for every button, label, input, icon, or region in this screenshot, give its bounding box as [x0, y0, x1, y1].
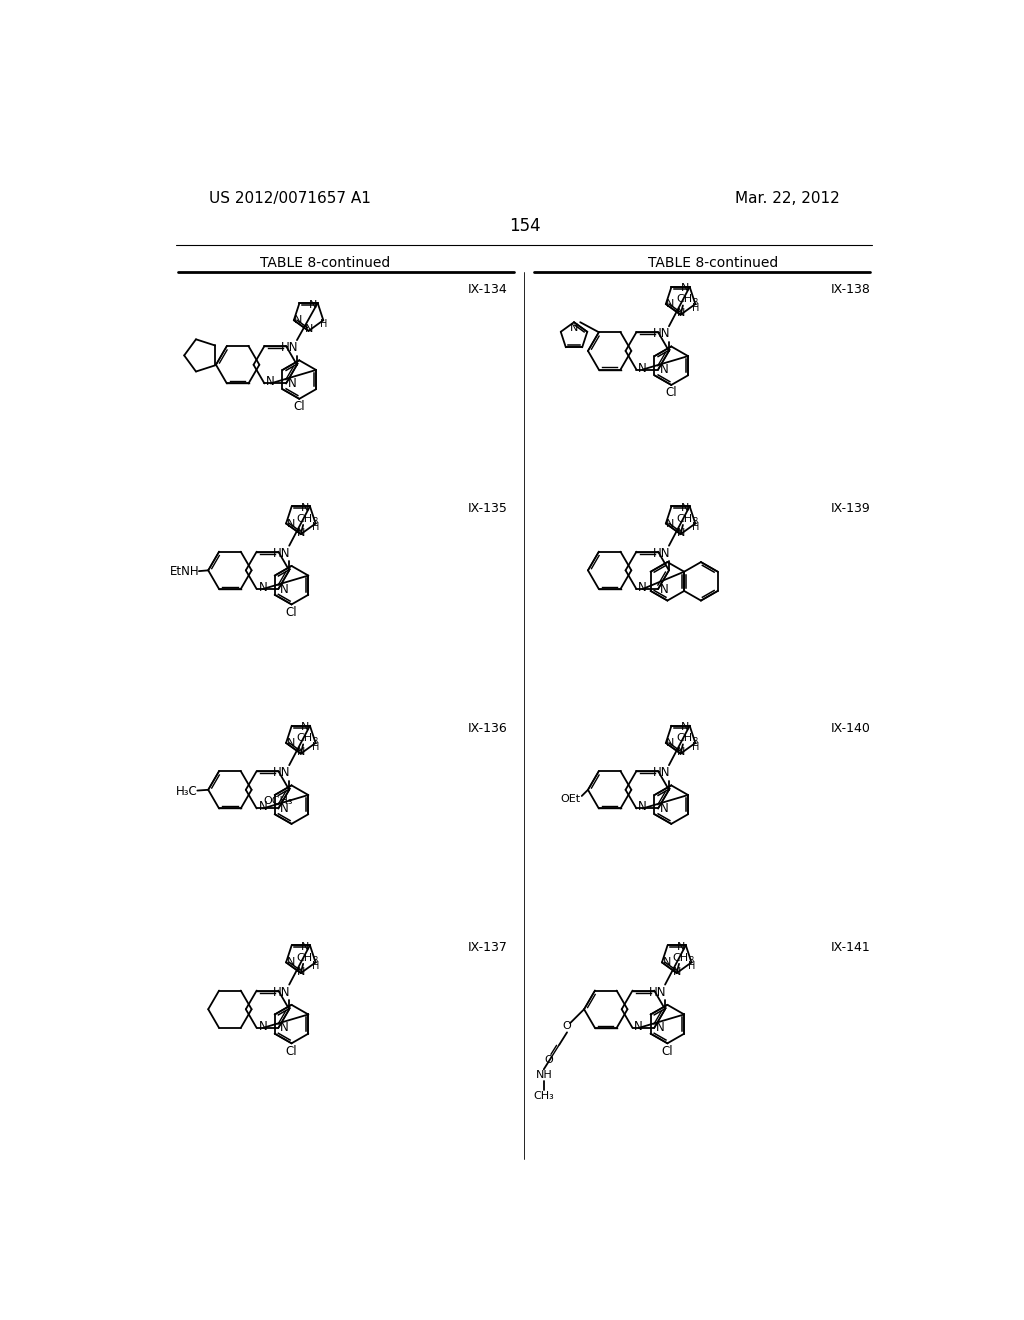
Text: N: N: [677, 941, 685, 952]
Text: H: H: [312, 742, 319, 752]
Text: N: N: [281, 582, 289, 595]
Text: N: N: [663, 957, 671, 968]
Text: CH: CH: [297, 953, 312, 962]
Text: IX-141: IX-141: [830, 941, 870, 954]
Text: N: N: [287, 519, 295, 528]
Text: N: N: [266, 375, 275, 388]
Text: TABLE 8-continued: TABLE 8-continued: [648, 256, 778, 271]
Text: N: N: [258, 581, 267, 594]
Text: CH: CH: [677, 294, 692, 305]
Text: US 2012/0071657 A1: US 2012/0071657 A1: [209, 191, 372, 206]
Text: Cl: Cl: [286, 1044, 297, 1057]
Text: N: N: [673, 966, 681, 977]
Text: N: N: [304, 325, 312, 334]
Text: OEt: OEt: [561, 795, 581, 804]
Text: Cl: Cl: [294, 400, 305, 413]
Text: N: N: [569, 323, 579, 334]
Text: N: N: [667, 519, 675, 528]
Text: O: O: [544, 1055, 553, 1065]
Text: EtNH: EtNH: [170, 565, 200, 578]
Text: H: H: [691, 742, 699, 752]
Text: N: N: [301, 503, 309, 513]
Text: Mar. 22, 2012: Mar. 22, 2012: [734, 191, 840, 206]
Text: IX-137: IX-137: [468, 941, 508, 954]
Text: HN: HN: [272, 767, 290, 779]
Text: N: N: [297, 528, 305, 537]
Text: N: N: [677, 308, 685, 318]
Text: HN: HN: [272, 986, 290, 999]
Text: H: H: [691, 302, 699, 313]
Text: Cl: Cl: [286, 606, 297, 619]
Text: N: N: [659, 582, 669, 595]
Text: 3: 3: [312, 517, 317, 527]
Text: 3: 3: [692, 298, 697, 306]
Text: CH: CH: [677, 733, 692, 743]
Text: N: N: [287, 957, 295, 968]
Text: N: N: [258, 1020, 267, 1032]
Text: H: H: [688, 961, 695, 972]
Text: 3: 3: [692, 517, 697, 527]
Text: 154: 154: [509, 218, 541, 235]
Text: IX-140: IX-140: [830, 722, 870, 735]
Text: N: N: [656, 1022, 665, 1035]
Text: N: N: [659, 363, 669, 376]
Text: IX-139: IX-139: [830, 502, 870, 515]
Text: N: N: [681, 503, 689, 513]
Text: N: N: [297, 747, 305, 758]
Text: N: N: [677, 528, 685, 537]
Text: N: N: [681, 722, 689, 733]
Text: N: N: [301, 941, 309, 952]
Text: N: N: [659, 803, 669, 814]
Text: HN: HN: [648, 986, 666, 999]
Text: CH: CH: [297, 513, 312, 524]
Text: N: N: [638, 581, 647, 594]
Text: N: N: [281, 803, 289, 814]
Text: N: N: [667, 300, 675, 309]
Text: HN: HN: [652, 767, 670, 779]
Text: N: N: [294, 315, 303, 325]
Text: 3: 3: [312, 737, 317, 746]
Text: H: H: [312, 961, 319, 972]
Text: 3: 3: [312, 956, 317, 965]
Text: HN: HN: [652, 327, 670, 341]
Text: N: N: [638, 362, 647, 375]
Text: H: H: [691, 523, 699, 532]
Text: H: H: [319, 319, 327, 329]
Text: Cl: Cl: [662, 1044, 673, 1057]
Text: CH₃: CH₃: [534, 1092, 554, 1101]
Text: Cl: Cl: [666, 387, 677, 399]
Text: HN: HN: [281, 342, 298, 354]
Text: IX-135: IX-135: [468, 502, 508, 515]
Text: N: N: [288, 378, 297, 389]
Text: N: N: [667, 738, 675, 748]
Text: CH: CH: [673, 953, 688, 962]
Text: N: N: [258, 800, 267, 813]
Text: 3: 3: [688, 956, 693, 965]
Text: CH: CH: [297, 733, 312, 743]
Text: IX-138: IX-138: [830, 282, 870, 296]
Text: N: N: [281, 1022, 289, 1035]
Text: IX-136: IX-136: [468, 722, 508, 735]
Text: CH: CH: [677, 513, 692, 524]
Text: H₃C: H₃C: [176, 785, 198, 797]
Text: HN: HN: [652, 546, 670, 560]
Text: N: N: [634, 1020, 643, 1032]
Text: N: N: [297, 966, 305, 977]
Text: N: N: [681, 284, 689, 293]
Text: HN: HN: [272, 546, 290, 560]
Text: N: N: [287, 738, 295, 748]
Text: N: N: [309, 300, 317, 310]
Text: IX-134: IX-134: [468, 282, 508, 296]
Text: H: H: [312, 523, 319, 532]
Text: OCH₃: OCH₃: [264, 796, 293, 807]
Text: NH: NH: [536, 1069, 552, 1080]
Text: 3: 3: [692, 737, 697, 746]
Text: N: N: [677, 747, 685, 758]
Text: TABLE 8-continued: TABLE 8-continued: [260, 256, 391, 271]
Text: N: N: [638, 800, 647, 813]
Text: N: N: [301, 722, 309, 733]
Text: O: O: [562, 1022, 571, 1031]
